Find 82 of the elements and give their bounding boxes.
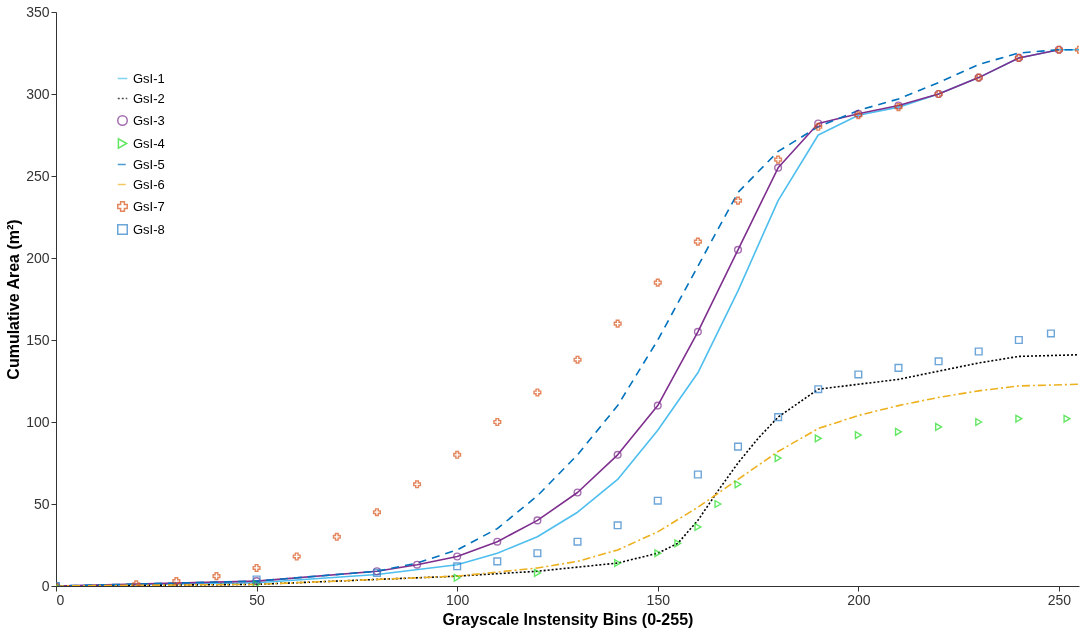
point <box>714 499 722 509</box>
point <box>1046 329 1055 338</box>
point <box>533 549 542 558</box>
point <box>774 413 783 422</box>
point <box>453 562 462 571</box>
x-tick-label: 200 <box>847 591 871 608</box>
point <box>894 363 903 372</box>
point <box>894 427 903 436</box>
point <box>413 480 422 489</box>
point <box>493 557 502 566</box>
point <box>733 245 743 254</box>
y-tick-label: 150 <box>26 331 50 348</box>
y-tick-label: 0 <box>41 577 50 594</box>
point <box>774 163 783 172</box>
point <box>734 480 742 489</box>
point <box>674 539 682 548</box>
legend-label: GsI-2 <box>133 90 165 106</box>
point <box>653 496 662 505</box>
point <box>694 522 702 532</box>
point <box>613 521 622 530</box>
point <box>332 532 341 541</box>
x-tick-label: 50 <box>249 591 266 608</box>
y-tick-label: 100 <box>26 413 50 430</box>
point <box>934 422 943 431</box>
point <box>614 558 622 568</box>
point <box>814 385 823 394</box>
x-tick-label: 0 <box>56 591 65 608</box>
point <box>693 237 702 246</box>
x-tick-label: 250 <box>1047 591 1072 608</box>
point <box>975 417 983 427</box>
y-tick-label: 300 <box>26 85 50 102</box>
point <box>774 454 782 463</box>
point <box>573 488 582 497</box>
point <box>453 573 461 582</box>
point <box>934 357 943 366</box>
point <box>252 563 261 573</box>
y-tick-label: 200 <box>26 249 50 266</box>
point <box>693 470 702 479</box>
point <box>654 549 662 558</box>
point <box>693 327 702 336</box>
point <box>814 434 822 443</box>
point <box>974 347 983 356</box>
point <box>493 537 502 546</box>
point <box>774 155 783 164</box>
legend-label: GsI-5 <box>133 156 165 172</box>
point <box>854 370 863 379</box>
x-tick-label: 150 <box>646 591 671 608</box>
point <box>493 417 502 427</box>
point <box>733 442 743 451</box>
point <box>653 278 662 287</box>
point <box>172 577 181 586</box>
point <box>1015 414 1023 423</box>
point <box>653 401 662 410</box>
y-axis-title: Cumulative Area (m²) <box>5 219 23 380</box>
point <box>613 319 622 328</box>
legend-label: GsI-7 <box>133 198 165 214</box>
y-tick-label: 350 <box>26 3 50 20</box>
point <box>292 552 301 561</box>
y-tick-label: 250 <box>26 167 50 184</box>
point <box>573 355 582 364</box>
point <box>453 552 462 561</box>
point <box>533 516 542 525</box>
point <box>854 431 862 440</box>
legend-label: GsI-3 <box>133 112 165 128</box>
point <box>453 450 462 459</box>
legend-label: GsI-4 <box>133 135 165 151</box>
point <box>573 537 582 546</box>
legend-label: GsI-8 <box>133 221 165 237</box>
point <box>212 572 221 581</box>
point <box>413 560 422 569</box>
x-tick-label: 100 <box>446 591 470 608</box>
legend-label: GsI-1 <box>133 70 165 86</box>
point <box>533 388 542 397</box>
point <box>613 450 622 459</box>
point <box>533 568 542 577</box>
point <box>733 196 743 205</box>
point <box>1014 335 1023 345</box>
x-axis-title: Grayscale Instensity Bins (0-255) <box>442 610 694 628</box>
legend-label: GsI-6 <box>133 176 165 192</box>
point <box>372 508 381 517</box>
y-tick-label: 50 <box>33 495 50 512</box>
point <box>1063 414 1071 423</box>
